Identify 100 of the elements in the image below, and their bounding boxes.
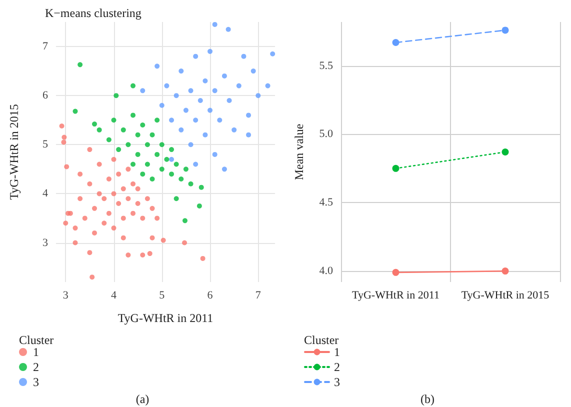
legend-label: 2: [33, 360, 39, 374]
point: [150, 132, 155, 138]
point: [130, 181, 136, 186]
point: [130, 162, 136, 167]
point: [208, 48, 213, 54]
x-tick-label: 4: [111, 290, 118, 302]
point: [87, 250, 92, 256]
point: [135, 186, 140, 192]
point: [106, 137, 112, 142]
y-tick-label: 7: [42, 40, 48, 53]
point: [241, 54, 246, 59]
point: [193, 118, 198, 123]
point: [59, 124, 64, 128]
point: [61, 140, 66, 145]
point: [120, 186, 126, 192]
x-tick-label: 6: [207, 290, 214, 302]
x-tick-label: 3: [62, 290, 69, 302]
point: [183, 166, 188, 172]
text: (b): [420, 392, 435, 406]
point: [92, 122, 98, 127]
point: [212, 152, 218, 157]
point: [182, 218, 188, 224]
point: [232, 127, 237, 132]
point: [169, 118, 174, 123]
y-tick-label: 5: [42, 138, 48, 151]
point: [120, 235, 126, 240]
point: [188, 181, 194, 186]
point: [116, 147, 122, 152]
x-tick-label: 5: [159, 290, 166, 302]
y-axis-title: TyG-WHtR in 2015: [7, 104, 21, 200]
point: [154, 64, 160, 69]
point: [147, 251, 152, 256]
point: [126, 166, 131, 172]
point: [111, 191, 116, 196]
point: [140, 216, 146, 221]
point: [164, 83, 170, 88]
point: [178, 176, 184, 182]
y-tick-label: 5.0: [319, 128, 334, 140]
point: [188, 88, 194, 94]
point: [64, 164, 70, 170]
point: [72, 226, 78, 231]
point: [150, 206, 155, 211]
point: [154, 216, 160, 221]
point: [178, 68, 184, 74]
point: [106, 176, 112, 182]
point: [256, 93, 261, 98]
point: [111, 226, 116, 231]
point: [502, 148, 509, 156]
point: [160, 238, 166, 243]
point: [135, 152, 140, 157]
legend-label: 1: [33, 345, 39, 359]
point: [144, 142, 150, 148]
point: [202, 78, 208, 84]
point: [78, 62, 83, 68]
point: [111, 118, 116, 123]
point: [126, 196, 131, 202]
point: [212, 88, 218, 94]
point: [150, 176, 155, 182]
point: [130, 210, 136, 216]
point: [140, 88, 146, 94]
point: [236, 83, 242, 88]
point: [222, 166, 227, 172]
point: [120, 127, 126, 132]
point: [226, 98, 232, 103]
point: [159, 166, 164, 172]
x-axis-title: TyG-WHtR in 2011: [118, 311, 214, 325]
point: [196, 203, 202, 208]
point: [130, 83, 136, 88]
point: [250, 68, 256, 74]
point: [183, 108, 188, 113]
point: [198, 184, 204, 190]
point: [174, 93, 179, 98]
point: [198, 98, 203, 103]
point: [193, 54, 198, 59]
point: [78, 196, 83, 202]
point: [150, 235, 155, 240]
point: [116, 201, 122, 206]
y-tick-label: 4.5: [319, 196, 334, 209]
text: (a): [136, 392, 150, 406]
point: [126, 252, 131, 258]
point: [154, 152, 160, 157]
point: [96, 162, 102, 167]
point: [246, 132, 252, 138]
point: [217, 118, 222, 123]
point: [392, 39, 400, 46]
point: [502, 26, 509, 34]
point: [265, 83, 270, 88]
point: [111, 156, 116, 162]
legend-label: 1: [334, 345, 340, 359]
point: [178, 127, 184, 132]
x-tick-label: TyG-WHtR in 2015: [461, 290, 550, 302]
point: [63, 220, 68, 226]
point: [130, 112, 136, 118]
point: [82, 216, 88, 221]
legend-title: Cluster: [19, 333, 54, 347]
x-tick-label: 7: [255, 290, 262, 302]
point: [202, 132, 208, 138]
point: [169, 172, 174, 177]
point: [193, 162, 198, 167]
point: [87, 181, 92, 186]
